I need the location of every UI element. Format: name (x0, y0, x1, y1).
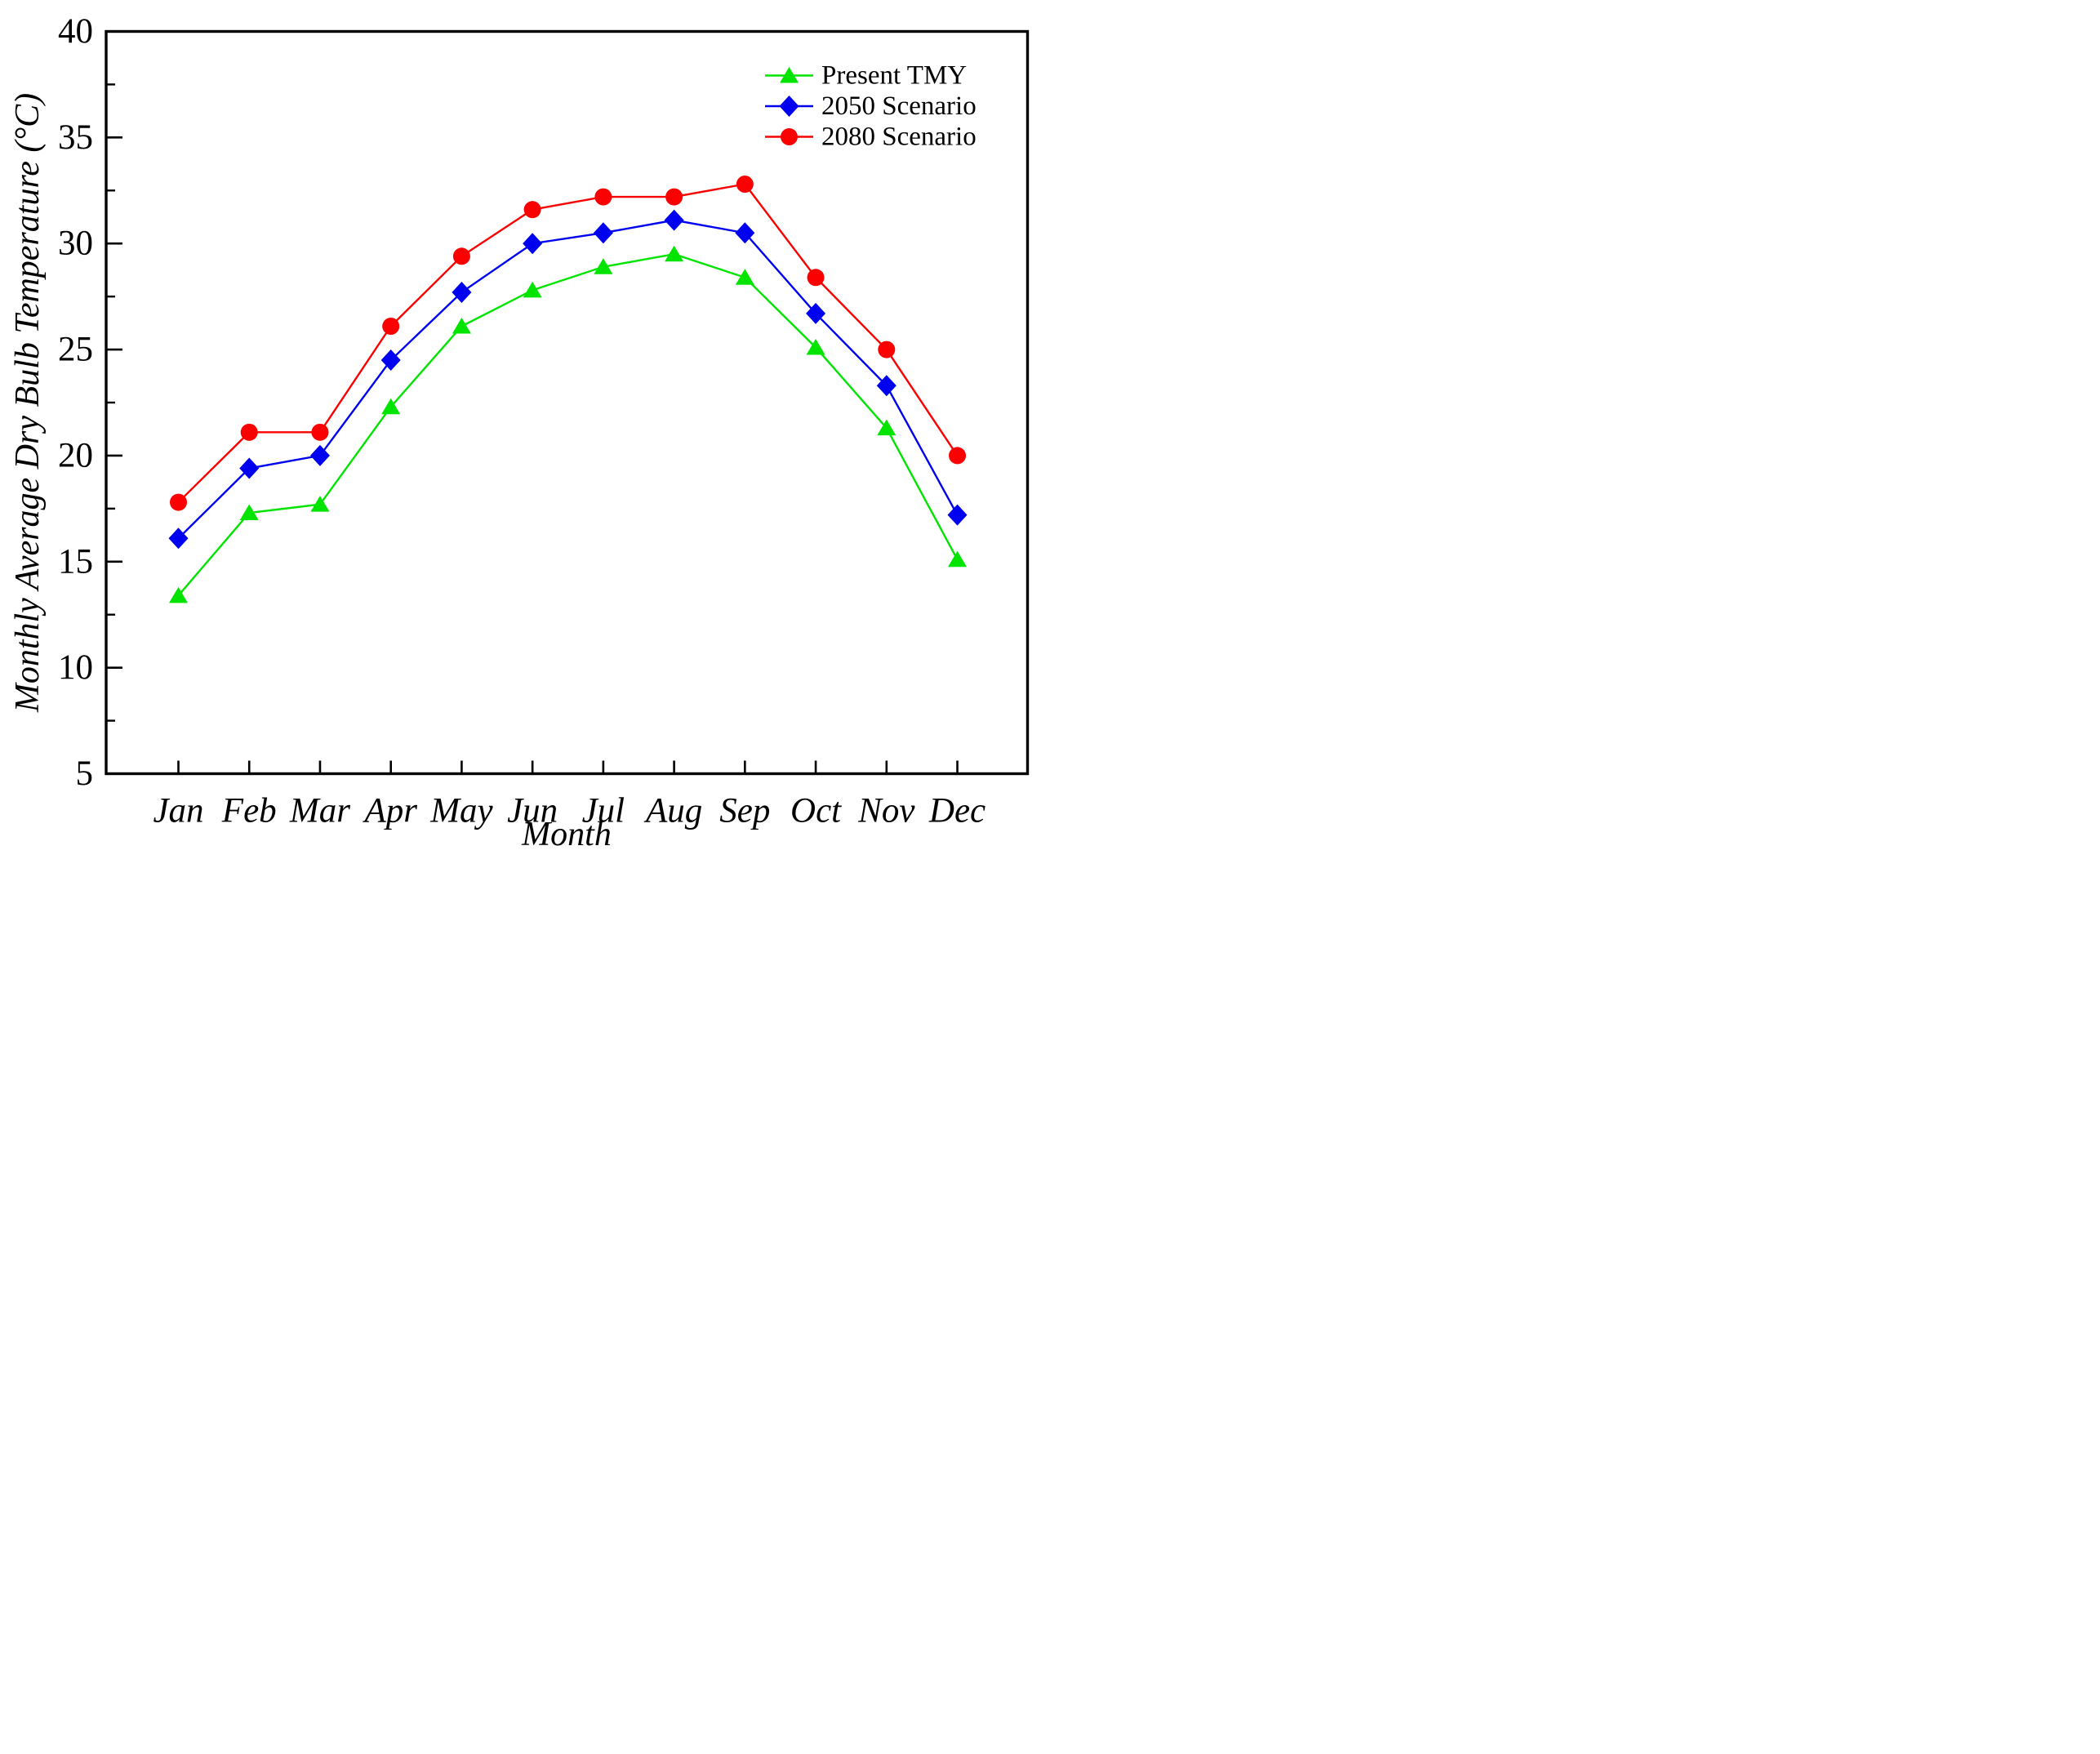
triangle-marker-present-tmy (665, 245, 684, 262)
legend-diamond-icon (779, 96, 799, 117)
y-tick-label: 5 (76, 755, 94, 793)
circle-marker-2080-scenario (878, 341, 896, 358)
diamond-marker-2050-scenario (452, 281, 472, 303)
y-tick-label: 30 (58, 225, 93, 263)
circle-marker-2080-scenario (736, 175, 754, 193)
triangle-marker-present-tmy (452, 318, 471, 334)
x-tick-label: Jan (153, 792, 203, 830)
legend-item-present-tmy: Present TMY (765, 61, 967, 91)
x-axis-title: Month (521, 816, 612, 853)
circle-marker-2080-scenario (594, 188, 612, 206)
diamond-marker-2050-scenario (806, 302, 826, 324)
circle-marker-2080-scenario (949, 447, 967, 465)
diamond-marker-2050-scenario (876, 375, 897, 397)
x-tick-label: Jul (582, 792, 625, 830)
x-tick-label: Mar (289, 792, 350, 830)
x-tick-label: Aug (643, 792, 702, 830)
circle-marker-2080-scenario (665, 188, 683, 206)
circle-marker-2080-scenario (523, 201, 541, 219)
x-tick-label: Sep (719, 792, 770, 830)
axes-layer: 5 10 15 20 25 30 35 40 Jan Feb Mar Apr May Jun Jul Aug S… (58, 12, 1030, 830)
series-line-2050-scenario (177, 219, 959, 540)
legend-item-2050-scenario: 2050 Scenario (765, 91, 977, 121)
circle-marker-2080-scenario (452, 247, 470, 265)
circle-marker-2080-scenario (170, 493, 187, 511)
series-line-2080-scenario (177, 183, 959, 503)
series-2050-scenario (168, 209, 968, 550)
x-tick-label: Oct (790, 792, 842, 830)
y-tick-label: 35 (58, 118, 93, 157)
x-tick-label: Apr (362, 792, 417, 830)
triangle-marker-present-tmy (948, 550, 968, 568)
diamond-marker-2050-scenario (947, 504, 968, 526)
diamond-marker-2050-scenario (664, 209, 684, 231)
circle-marker-2080-scenario (240, 423, 258, 441)
circle-marker-2080-scenario (807, 269, 825, 287)
diamond-marker-2050-scenario (380, 349, 401, 372)
y-tick-label: 40 (58, 12, 93, 51)
legend-triangle-icon (780, 67, 799, 83)
legend-item-2080-scenario: 2080 Scenario (765, 122, 977, 152)
legend-label-present-tmy: Present TMY (821, 61, 967, 91)
y-axis-title: Monthly Average Dry Bulb Temperature (°C… (9, 93, 47, 713)
x-tick-label: Feb (221, 792, 277, 830)
diamond-marker-2050-scenario (735, 222, 755, 244)
x-tick-label: Nov (857, 792, 915, 830)
series-layer (168, 175, 968, 603)
x-tick-label: Jun (507, 792, 558, 830)
legend-circle-icon (781, 128, 798, 145)
diamond-marker-2050-scenario (593, 222, 613, 244)
series-line-present-tmy (177, 252, 959, 597)
y-tick-label: 15 (58, 542, 93, 581)
diamond-marker-2050-scenario (523, 233, 543, 255)
triangle-marker-present-tmy (169, 586, 188, 603)
y-tick-label: 20 (58, 436, 93, 474)
diamond-marker-2050-scenario (168, 528, 189, 550)
triangle-marker-present-tmy (381, 398, 401, 415)
triangle-marker-present-tmy (877, 419, 897, 436)
triangle-marker-present-tmy (523, 281, 542, 298)
triangle-marker-present-tmy (594, 258, 613, 274)
circle-marker-2080-scenario (311, 423, 329, 441)
y-tick-label: 25 (58, 331, 93, 369)
triangle-marker-present-tmy (239, 504, 259, 521)
series-present-tmy (169, 245, 968, 603)
line-chart: 5 10 15 20 25 30 35 40 Jan Feb Mar Apr May Jun Jul Aug S… (9, 12, 1030, 853)
legend-label-2080-scenario: 2080 Scenario (821, 122, 977, 152)
legend-label-2050-scenario: 2050 Scenario (821, 91, 977, 121)
chart-figure: 5 10 15 20 25 30 35 40 Jan Feb Mar Apr May Jun Jul Aug S… (0, 0, 1050, 877)
series-2080-scenario (170, 175, 967, 511)
triangle-marker-present-tmy (310, 496, 330, 512)
x-tick-label: Dec (928, 792, 985, 830)
circle-marker-2080-scenario (382, 318, 400, 336)
diamond-marker-2050-scenario (239, 457, 260, 479)
x-tick-label: May (429, 792, 493, 830)
y-tick-label: 10 (58, 648, 93, 687)
triangle-marker-present-tmy (806, 338, 825, 355)
diamond-marker-2050-scenario (309, 444, 330, 466)
triangle-marker-present-tmy (735, 269, 754, 285)
